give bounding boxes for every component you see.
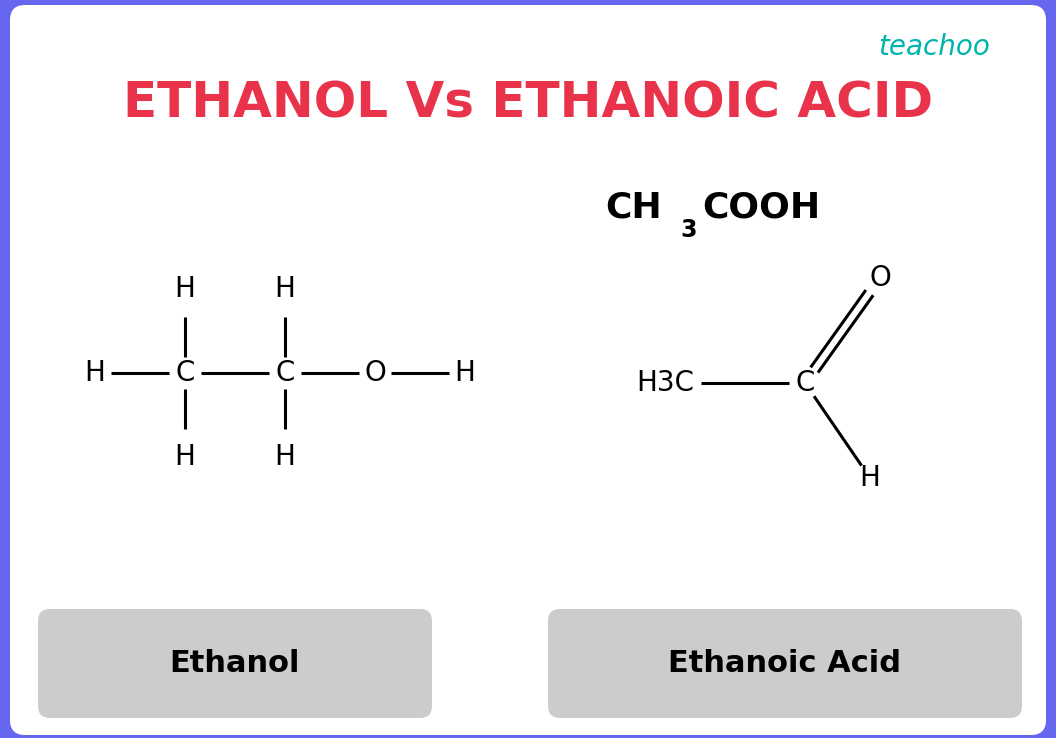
Text: C: C	[795, 369, 814, 397]
Text: H: H	[275, 443, 296, 471]
FancyBboxPatch shape	[38, 609, 432, 718]
Text: O: O	[869, 264, 891, 292]
Text: H: H	[174, 443, 195, 471]
Text: ETHANOL Vs ETHANOIC ACID: ETHANOL Vs ETHANOIC ACID	[122, 79, 934, 127]
Text: H: H	[275, 275, 296, 303]
Text: H3C: H3C	[636, 369, 694, 397]
Text: teachoo: teachoo	[879, 33, 991, 61]
FancyBboxPatch shape	[10, 5, 1046, 735]
Text: C: C	[175, 359, 194, 387]
FancyBboxPatch shape	[548, 609, 1022, 718]
Text: H: H	[174, 275, 195, 303]
Text: H: H	[860, 464, 881, 492]
Text: H: H	[454, 359, 475, 387]
Text: Ethanol: Ethanol	[170, 649, 300, 678]
Text: C: C	[276, 359, 295, 387]
Text: H: H	[84, 359, 106, 387]
Text: O: O	[364, 359, 385, 387]
Text: COOH: COOH	[702, 191, 821, 225]
Text: CH: CH	[605, 191, 662, 225]
Text: Ethanoic Acid: Ethanoic Acid	[668, 649, 902, 678]
Text: 3: 3	[680, 218, 697, 242]
